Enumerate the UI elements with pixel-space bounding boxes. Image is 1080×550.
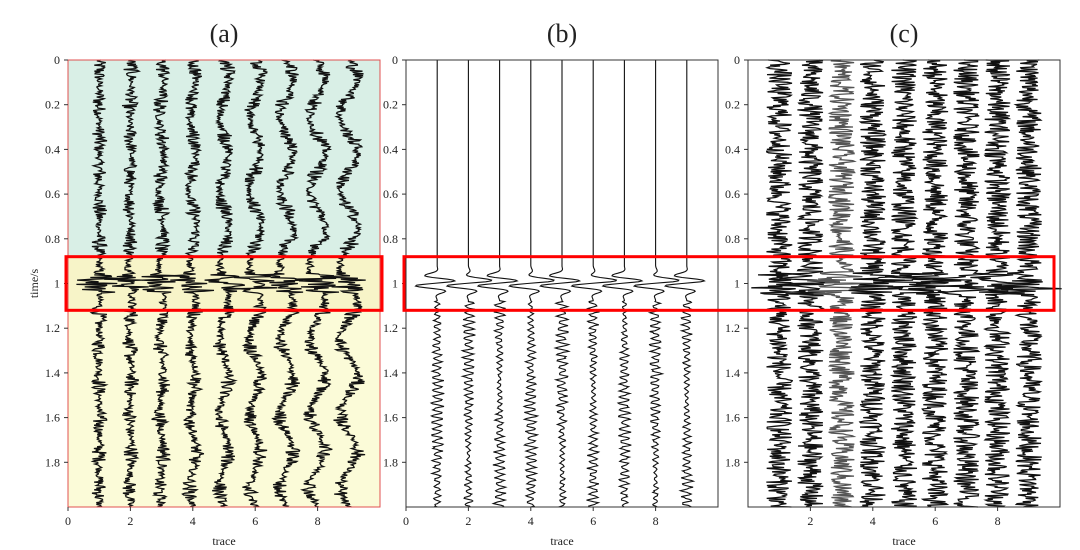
trace-2 (445, 60, 493, 508)
ytick-label: 1.4 (725, 366, 740, 380)
ytick-label: 0.6 (725, 187, 740, 201)
xtick-label: 0 (403, 514, 409, 528)
highlight-box-bc (402, 255, 1056, 312)
trace-3 (141, 59, 181, 508)
trace-9 (325, 59, 366, 508)
xtick-label: 4 (528, 514, 534, 528)
ytick-label: 0.2 (383, 98, 398, 112)
trace-4 (848, 59, 906, 508)
y-axis-label: time/s (27, 269, 41, 299)
trace-9 (994, 59, 1062, 508)
ytick-label: 0.8 (725, 232, 740, 246)
ytick-label: 1.2 (45, 321, 60, 335)
ytick-label: 0.8 (45, 232, 60, 246)
panel-title: (b) (547, 19, 577, 48)
trace-6 (233, 59, 278, 508)
ytick-label: 1.2 (725, 321, 740, 335)
trace-5 (204, 59, 245, 508)
trace-9 (663, 60, 706, 508)
trace-7 (258, 59, 304, 508)
x-axis-label: trace (550, 534, 573, 548)
x-axis-label: trace (212, 534, 235, 548)
trace-3 (476, 60, 519, 508)
region-lower (68, 310, 380, 507)
ytick-label: 1 (734, 277, 740, 291)
trace-5 (539, 60, 582, 508)
panel-c: 0 0.2 0.4 0.6 0.8 1 1.2 1.4 1.6 1.8 2 4 6 8 (c) trace (725, 19, 1062, 548)
trace-2 (779, 59, 841, 508)
xtick-label: 8 (653, 514, 659, 528)
xtick-label: 6 (932, 514, 938, 528)
ytick-label: 0.4 (725, 142, 740, 156)
xtick-label: 2 (465, 514, 471, 528)
ytick-label: 1.6 (383, 411, 398, 425)
trace-1 (76, 59, 118, 508)
ytick-label: 0.4 (45, 142, 60, 156)
ytick-label: 1.4 (383, 366, 398, 380)
ytick-label: 0.8 (383, 232, 398, 246)
trace-4 (170, 59, 215, 508)
ytick-label: 1.8 (383, 455, 398, 469)
highlight-box-a (64, 255, 384, 312)
ytick-label: 0 (734, 53, 740, 67)
x-axis-label: trace (892, 534, 915, 548)
xtick-label: 8 (315, 514, 321, 528)
trace-8 (632, 60, 680, 508)
ytick-label: 1 (392, 277, 398, 291)
ytick-label: 0.2 (45, 98, 60, 112)
xtick-label: 6 (590, 514, 596, 528)
ytick-label: 1.6 (45, 411, 60, 425)
ytick-label: 0.6 (383, 187, 398, 201)
xtick-label: 4 (190, 514, 196, 528)
ytick-label: 0 (54, 53, 60, 67)
ytick-label: 0.6 (45, 187, 60, 201)
trace-7 (932, 59, 993, 508)
xtick-label: 2 (807, 514, 813, 528)
ytick-label: 1.8 (725, 455, 740, 469)
ytick-label: 1.4 (45, 366, 60, 380)
panel-a: 0 0.2 0.4 0.6 0.8 1 1.2 1.4 1.6 1.8 0 2 4 6 8 (a) trace t… (27, 19, 381, 548)
trace-2 (104, 59, 149, 508)
xtick-label: 8 (995, 514, 1001, 528)
xtick-label: 2 (127, 514, 133, 528)
trace-1 (414, 60, 457, 508)
ytick-label: 0.2 (725, 98, 740, 112)
trace-6 (902, 59, 962, 508)
panel-title: (c) (890, 19, 919, 48)
trace-7 (601, 60, 644, 508)
ytick-label: 1.6 (725, 411, 740, 425)
trace-5 (881, 59, 935, 508)
xtick-label: 4 (870, 514, 876, 528)
ytick-label: 1.2 (383, 321, 398, 335)
trace-4 (508, 60, 555, 508)
ytick-label: 1.8 (45, 455, 60, 469)
ytick-label: 0.4 (383, 142, 398, 156)
panel-b: 0 0.2 0.4 0.6 0.8 1 1.2 1.4 1.6 1.8 0 2 4 6 8 (b) trace (383, 19, 719, 548)
ytick-label: 1 (54, 277, 60, 291)
xtick-label: 6 (252, 514, 258, 528)
trace-6 (570, 60, 618, 508)
ytick-label: 0 (392, 53, 398, 67)
xtick-label: 0 (65, 514, 71, 528)
trace-8 (294, 59, 340, 508)
panel-title: (a) (210, 19, 239, 48)
